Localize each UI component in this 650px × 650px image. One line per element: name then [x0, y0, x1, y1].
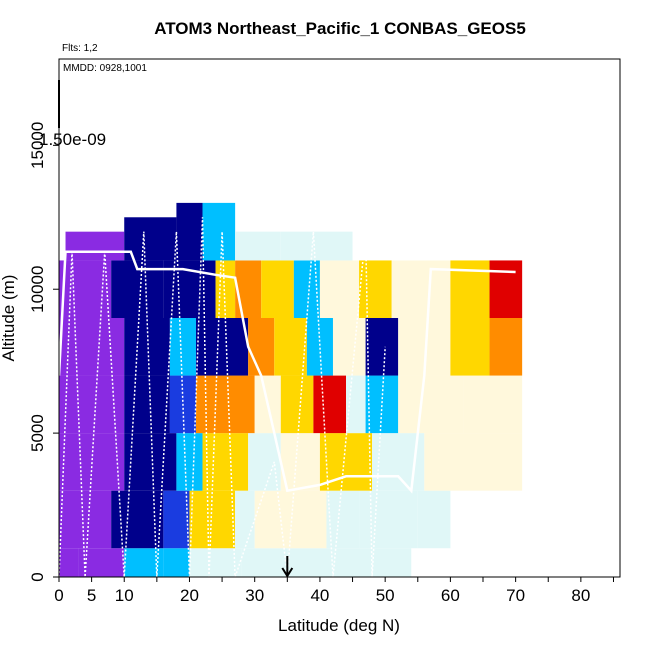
plot-frame [58, 58, 621, 578]
heatmap-cell [235, 260, 262, 318]
heatmap-cell [332, 318, 366, 376]
heatmap-cell [189, 490, 236, 549]
x-tick-label: 20 [180, 586, 199, 605]
latitude-marker-arrow [281, 556, 294, 578]
heatmap-cell [176, 433, 203, 491]
heatmap-cell [293, 260, 320, 318]
heatmap-cell [280, 375, 314, 434]
y-tick-label: 5000 [28, 414, 47, 452]
heatmap-cell [476, 433, 523, 491]
heatmap-cell [424, 433, 477, 491]
heatmap-cell [124, 318, 170, 376]
heatmap-cells [59, 202, 523, 577]
heatmap-cell [274, 318, 307, 376]
x-tick-label: 10 [115, 586, 134, 605]
heatmap-cell [417, 490, 451, 549]
flight-path-solid [57, 250, 516, 494]
heatmap-cell [254, 490, 327, 549]
heatmap-cell [398, 375, 464, 434]
x-tick-label: 50 [376, 586, 395, 605]
heatmap-cell [313, 375, 347, 434]
heatmap-cell [463, 375, 523, 434]
y-axis: 0 5000 10000 15000 [28, 122, 59, 582]
y-tick-label: 0 [28, 572, 47, 581]
colorbar-max-label: 1.50e-09 [39, 130, 106, 149]
heatmap-cell [450, 318, 490, 376]
x-tick-label: 30 [245, 586, 264, 605]
y-axis-label: Altitude (m) [0, 275, 18, 362]
chart-title: ATOM3 Northeast_Pacific_1 CONBAS_GEOS5 [154, 19, 526, 38]
heatmap-cell [124, 433, 177, 491]
heatmap-cell [359, 260, 392, 318]
heatmap-cell [280, 433, 320, 491]
y-tick-label: 15000 [28, 122, 47, 169]
x-tick-label: 70 [506, 586, 525, 605]
heatmap-cell [241, 548, 288, 577]
heatmap-cell [65, 231, 125, 261]
heatmap-cell [359, 490, 418, 549]
y-tick-label: 10000 [28, 266, 47, 313]
heatmap-cell [202, 202, 236, 261]
heatmap-cell [59, 548, 79, 577]
x-tick-label: 0 [54, 586, 63, 605]
heatmap-cell [124, 375, 170, 434]
heatmap-cell [365, 375, 399, 434]
x-axis: 0 5 10 20 30 40 50 60 70 80 [54, 577, 614, 605]
flights-label: Flts: 1,2 [62, 43, 98, 54]
heatmap-cell [261, 260, 294, 318]
flight-path-dotted [58, 217, 386, 578]
heatmap-cell [319, 260, 360, 318]
heatmap-cell [235, 490, 255, 549]
x-tick-label: 80 [571, 586, 590, 605]
heatmap-cell [59, 490, 112, 549]
heatmap-cell [280, 231, 353, 261]
heatmap-cell [59, 433, 125, 491]
heatmap-cell [489, 318, 523, 376]
heatmap-cell [124, 217, 177, 261]
dates-label: MMDD: 0928,1001 [63, 63, 147, 74]
x-axis-label: Latitude (deg N) [278, 616, 400, 635]
x-tick-label: 5 [87, 586, 96, 605]
heatmap-cell [248, 318, 275, 376]
heatmap-cell [202, 433, 249, 491]
heatmap-cell [163, 548, 190, 577]
heatmap-cell [346, 375, 366, 434]
heatmap-cell [176, 202, 203, 261]
heatmap-cell [189, 548, 242, 577]
heatmap-cell [59, 318, 125, 376]
heatmap-cell [195, 318, 249, 376]
heatmap-cell [306, 318, 333, 376]
heatmap-cell [287, 548, 412, 577]
heatmap-cell [235, 231, 281, 261]
heatmap-cell [326, 490, 360, 549]
heatmap-cell [365, 318, 399, 376]
heatmap-cell [489, 260, 523, 318]
heatmap-cell [169, 318, 196, 376]
heatmap-cell [163, 490, 190, 549]
x-tick-label: 60 [441, 586, 460, 605]
x-tick-label: 40 [310, 586, 329, 605]
heatmap-cell [59, 260, 112, 318]
marker-head [281, 567, 294, 578]
flight-paths [57, 217, 516, 578]
